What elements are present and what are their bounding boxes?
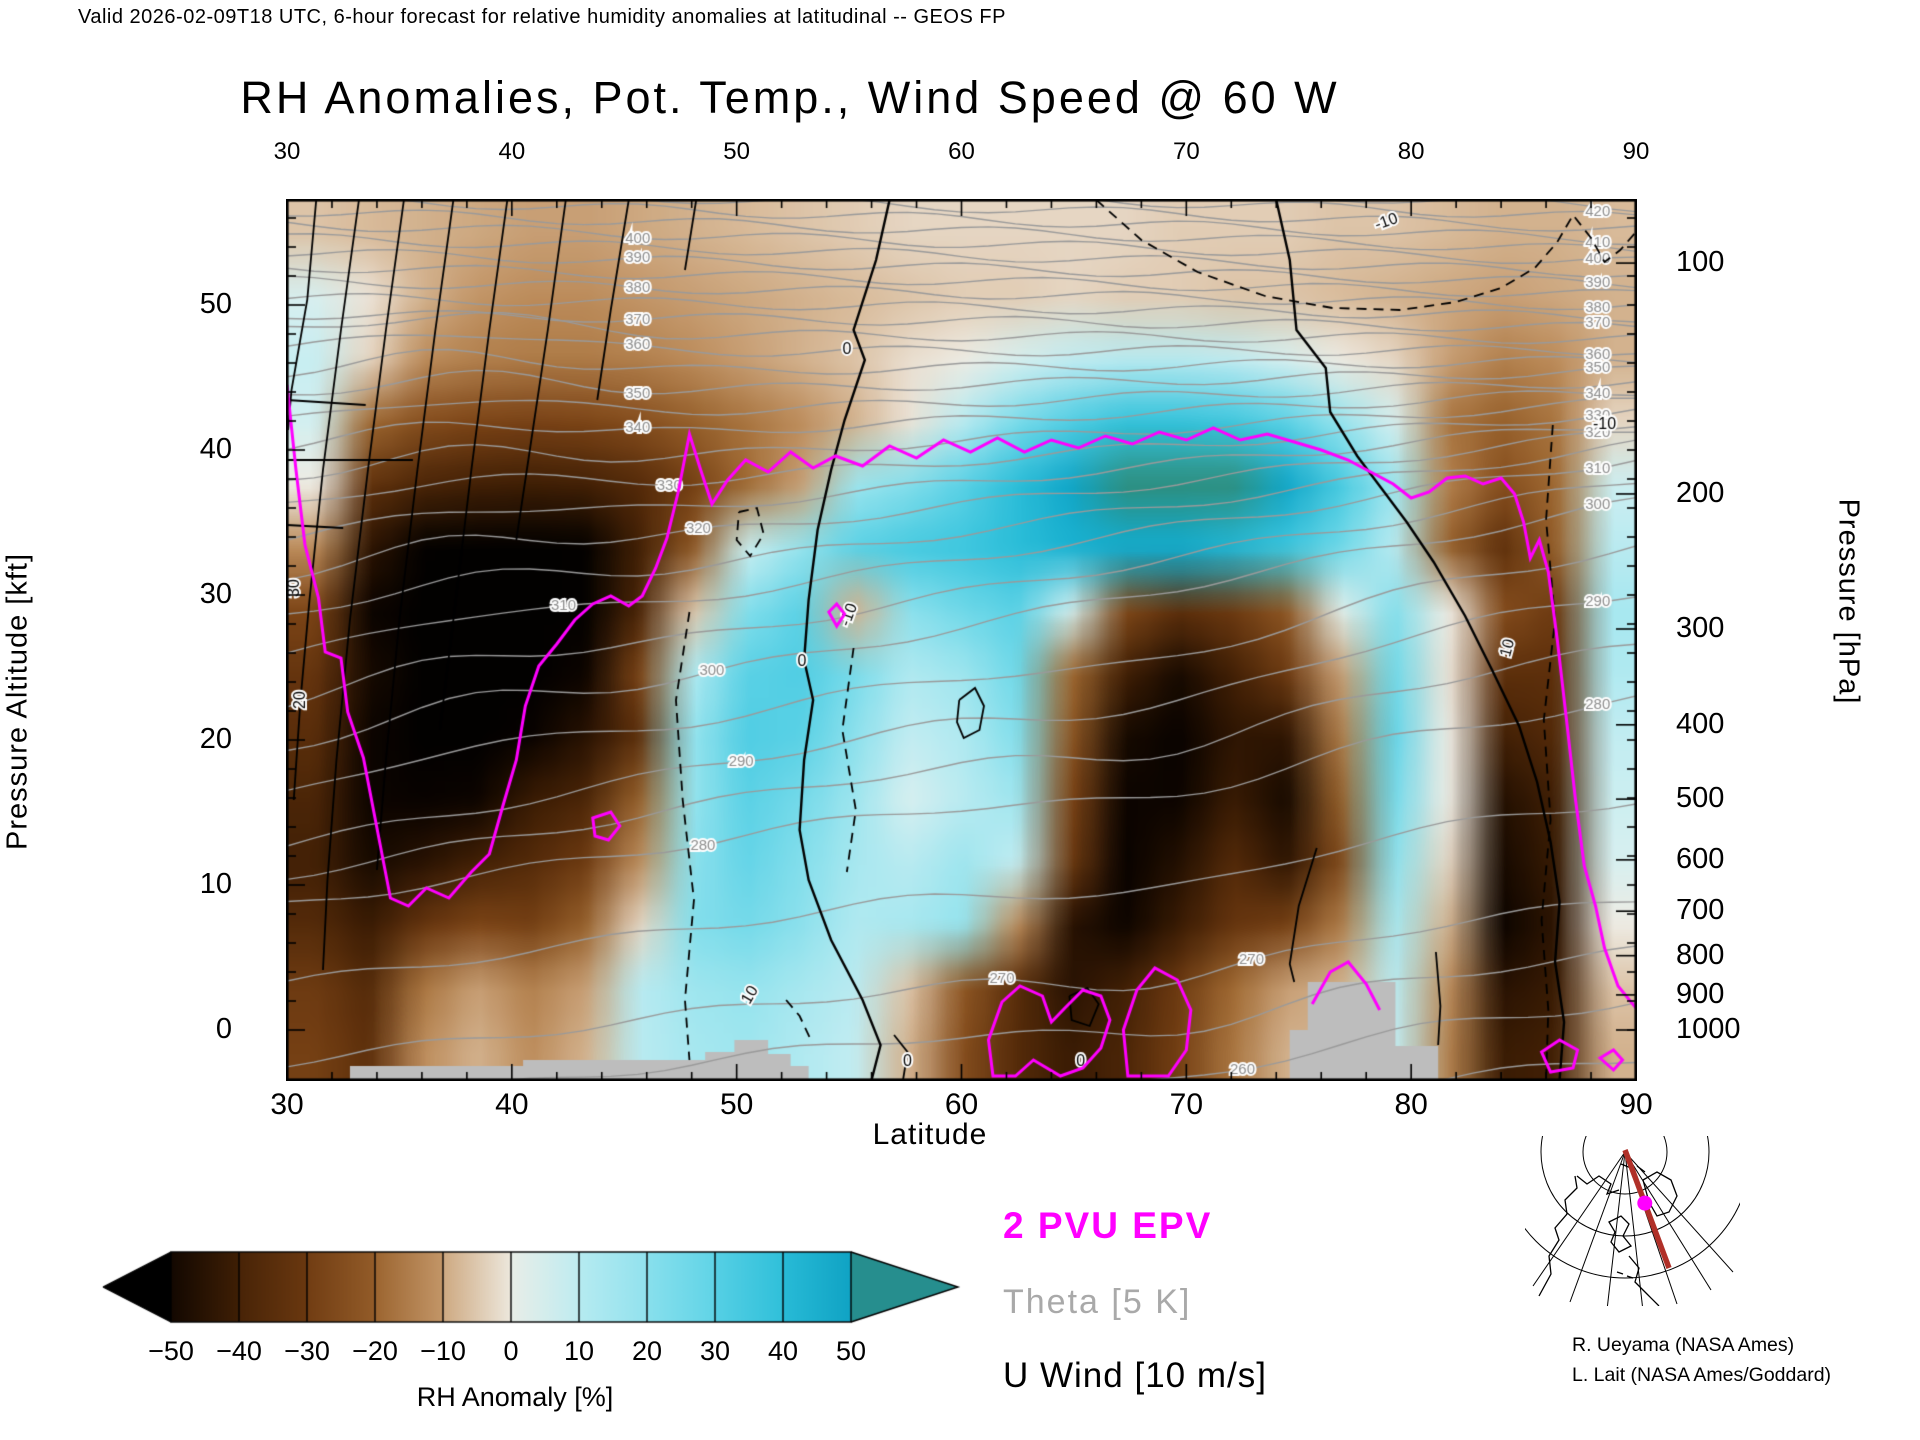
credit-line-2: L. Lait (NASA Ames/Goddard) <box>1572 1364 1832 1386</box>
legend-theta: Theta [5 K] <box>1003 1283 1192 1321</box>
colorbar-label--50: −50 <box>148 1336 194 1366</box>
left-tick-30: 30 <box>199 578 232 610</box>
x-axis-title: Latitude <box>872 1118 988 1151</box>
x-tick-top-50: 50 <box>723 138 750 165</box>
x-tick-bottom-40: 40 <box>495 1088 529 1121</box>
colorbar-title: RH Anomaly [%] <box>416 1382 614 1412</box>
right-tick-400: 400 <box>1676 707 1725 740</box>
left-tick-20: 20 <box>199 723 232 755</box>
colorbar-label-30: 30 <box>699 1336 731 1366</box>
left-axis-title: Pressure Altitude [kft] <box>1 553 34 851</box>
right-tick-600: 600 <box>1676 842 1725 875</box>
x-tick-top-40: 40 <box>498 138 526 165</box>
colorbar-label--30: −30 <box>284 1336 330 1366</box>
x-tick-top-90: 90 <box>1622 138 1650 165</box>
right-tick-200: 200 <box>1676 476 1725 509</box>
x-tick-top-30: 30 <box>273 138 301 165</box>
map-coastlines <box>1538 1163 1678 1306</box>
right-tick-700: 700 <box>1676 894 1725 927</box>
x-tick-top-80: 80 <box>1397 138 1425 165</box>
colorbar-label--10: −10 <box>420 1336 466 1366</box>
rh-anomaly-colorbar <box>93 1246 973 1330</box>
legend-epv: 2 PVU EPV <box>1003 1205 1213 1246</box>
colorbar-label-0: 0 <box>503 1336 519 1366</box>
x-tick-bottom-50: 50 <box>719 1088 754 1121</box>
right-tick-500: 500 <box>1676 782 1725 815</box>
x-tick-top-70: 70 <box>1172 138 1200 165</box>
colorbar-label-40: 40 <box>767 1336 799 1366</box>
colorbar-label-10: 10 <box>563 1336 595 1366</box>
x-tick-bottom-60: 60 <box>944 1088 979 1121</box>
left-tick-40: 40 <box>199 433 232 465</box>
right-tick-300: 300 <box>1676 611 1725 644</box>
x-tick-bottom-70: 70 <box>1169 1088 1204 1121</box>
left-tick-10: 10 <box>199 868 232 900</box>
colorbar-label--40: −40 <box>216 1336 262 1366</box>
x-tick-bottom-30: 30 <box>270 1088 304 1121</box>
right-tick-900: 900 <box>1676 977 1725 1010</box>
right-tick-1000: 1000 <box>1676 1013 1741 1045</box>
legend-uwind: U Wind [10 m/s] <box>1003 1356 1267 1395</box>
valid-timestamp-line: Valid 2026-02-09T18 UTC, 6-hour forecast… <box>78 6 1006 28</box>
rh-anomaly-cross-section-canvas <box>287 200 1636 1080</box>
right-tick-100: 100 <box>1676 246 1725 279</box>
colorbar-label-50: 50 <box>835 1336 867 1366</box>
map-graticule <box>1525 1136 1740 1306</box>
plot-area <box>286 199 1637 1081</box>
left-tick-0: 0 <box>215 1013 232 1045</box>
x-tick-top-60: 60 <box>948 138 975 165</box>
credit-line-1: R. Ueyama (NASA Ames) <box>1572 1334 1795 1356</box>
x-tick-bottom-80: 80 <box>1394 1088 1428 1121</box>
right-tick-800: 800 <box>1676 938 1725 971</box>
colorbar-label--20: −20 <box>352 1336 398 1366</box>
locator-map-inset <box>1525 1136 1740 1306</box>
x-tick-bottom-90: 90 <box>1619 1088 1653 1121</box>
cross-section-center-dot <box>1637 1195 1653 1211</box>
page-title: RH Anomalies, Pot. Temp., Wind Speed @ 6… <box>240 72 1340 123</box>
right-axis-title: Pressure [hPa] <box>1832 498 1865 705</box>
left-tick-50: 50 <box>199 288 232 320</box>
colorbar-label-20: 20 <box>631 1336 663 1366</box>
